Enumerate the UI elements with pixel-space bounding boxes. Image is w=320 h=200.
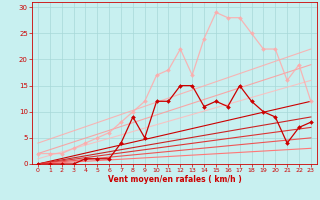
X-axis label: Vent moyen/en rafales ( km/h ): Vent moyen/en rafales ( km/h ) — [108, 175, 241, 184]
